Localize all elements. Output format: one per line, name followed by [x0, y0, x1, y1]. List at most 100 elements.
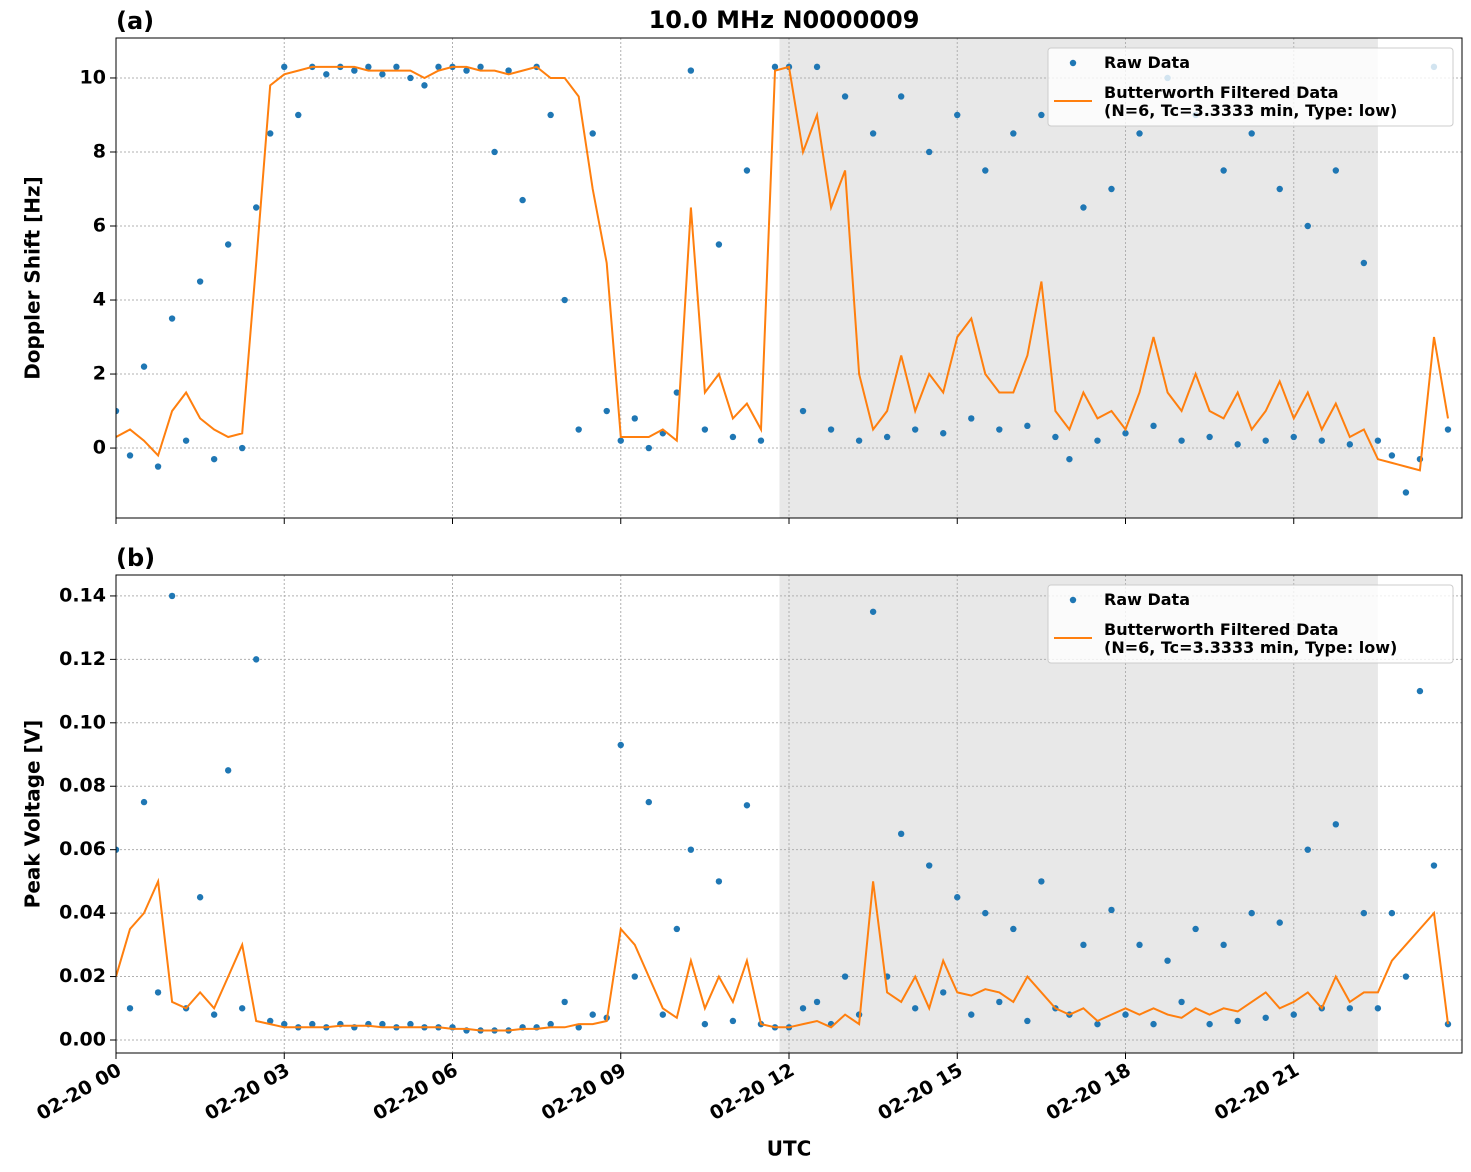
raw-point: [869, 130, 877, 137]
raw-point: [1052, 433, 1059, 441]
y-tick-label: 4: [93, 289, 106, 311]
axes-frame: [115, 574, 1463, 1054]
raw-point: [126, 1005, 134, 1012]
raw-point: [645, 444, 652, 452]
raw-point: [1024, 422, 1031, 430]
x-tick-label: 02-20 06: [369, 1059, 461, 1125]
raw-point: [1304, 846, 1311, 853]
filtered-line: [116, 877, 1449, 1032]
y-tick-label: 0.02: [59, 965, 106, 987]
raw-point: [841, 93, 849, 100]
raw-point: [926, 862, 933, 869]
panel-label: (b): [116, 544, 155, 572]
raw-point: [224, 767, 232, 774]
raw-point: [561, 296, 568, 304]
raw-point: [1108, 185, 1115, 193]
raw-point: [1010, 925, 1017, 933]
raw-point: [196, 278, 204, 285]
legend-label: Raw Data: [1104, 54, 1190, 72]
raw-point: [589, 130, 596, 137]
raw-point: [1234, 441, 1241, 448]
raw-point: [1080, 941, 1087, 949]
raw-point: [589, 1011, 596, 1018]
legend-entry: Raw Data: [1104, 591, 1190, 609]
raw-point: [996, 426, 1003, 433]
plot-area: [116, 63, 1452, 496]
y-tick-label: 8: [93, 140, 106, 162]
raw-point: [1416, 687, 1424, 695]
raw-point: [1444, 1020, 1452, 1028]
raw-point: [463, 67, 470, 74]
raw-point: [996, 998, 1003, 1006]
raw-point: [701, 426, 709, 433]
raw-point: [687, 846, 695, 853]
raw-point: [631, 415, 638, 422]
raw-point: [116, 846, 120, 853]
raw-point: [575, 426, 582, 433]
raw-point: [435, 63, 442, 71]
raw-point: [267, 130, 274, 137]
raw-point: [575, 1024, 582, 1031]
raw-point: [673, 389, 681, 396]
x-tick-label: 02-20 09: [538, 1059, 630, 1125]
raw-point: [1248, 909, 1255, 917]
raw-point: [1290, 1011, 1297, 1018]
raw-point: [813, 63, 821, 71]
legend-entry: Butterworth Filtered Data (N=6, Tc=3.333…: [1104, 84, 1397, 120]
raw-point: [701, 1020, 709, 1028]
raw-point: [897, 93, 905, 100]
y-tick-label: 10: [80, 66, 106, 88]
raw-point: [393, 63, 400, 71]
legend-marker: [1069, 596, 1077, 604]
raw-point: [1374, 1005, 1382, 1012]
raw-point: [1094, 437, 1101, 444]
raw-point: [1346, 441, 1354, 448]
raw-point: [126, 452, 134, 459]
raw-point: [547, 111, 554, 119]
raw-point: [1024, 1017, 1031, 1025]
raw-point: [1318, 437, 1325, 444]
y-tick-label: 0.00: [59, 1028, 106, 1050]
raw-point: [659, 1011, 667, 1018]
raw-point: [116, 407, 120, 415]
raw-point: [323, 71, 330, 78]
raw-point: [547, 1020, 554, 1028]
raw-point: [196, 894, 204, 901]
y-tick-label: 6: [93, 215, 106, 237]
raw-point: [673, 925, 681, 933]
raw-point: [1066, 455, 1073, 463]
raw-point: [1332, 167, 1340, 174]
raw-point: [1122, 1011, 1129, 1018]
raw-point: [1220, 941, 1227, 949]
y-tick-label: 0.10: [59, 711, 106, 733]
legend-box: [1047, 584, 1454, 664]
raw-point: [168, 315, 176, 322]
raw-point: [210, 1011, 218, 1018]
raw-point: [168, 592, 176, 600]
raw-point: [281, 63, 288, 71]
legend-label: Butterworth Filtered Data (N=6, Tc=3.333…: [1104, 621, 1398, 657]
raw-point: [140, 798, 148, 806]
raw-point: [1290, 433, 1297, 441]
raw-point: [1346, 1005, 1354, 1012]
raw-point: [771, 63, 779, 71]
raw-point: [743, 802, 751, 809]
raw-point: [631, 973, 638, 980]
raw-point: [1444, 426, 1452, 433]
x-tick-label: 02-20 21: [1211, 1059, 1303, 1125]
raw-point: [1178, 998, 1185, 1006]
raw-point: [897, 830, 905, 838]
raw-point: [982, 909, 989, 917]
raw-point: [379, 71, 386, 78]
raw-point: [1360, 259, 1368, 267]
raw-point: [954, 111, 961, 119]
raw-point: [1248, 130, 1255, 137]
raw-point: [715, 878, 723, 885]
raw-point: [561, 998, 568, 1006]
raw-point: [911, 1005, 919, 1012]
raw-point: [210, 455, 218, 463]
raw-point: [855, 437, 863, 444]
raw-point: [1136, 941, 1143, 949]
y-axis-label: Peak Voltage [V]: [21, 720, 45, 909]
raw-point: [1164, 957, 1171, 964]
